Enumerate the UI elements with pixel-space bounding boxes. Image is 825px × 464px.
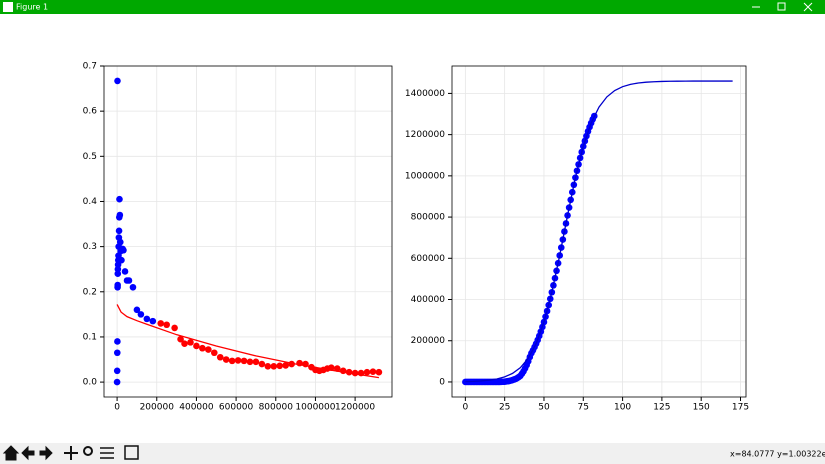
toolbar	[0, 443, 825, 464]
close-button[interactable]	[803, 2, 813, 12]
data-point	[133, 306, 141, 314]
data-point	[270, 362, 278, 370]
y-tick-label: 0	[439, 377, 445, 387]
x-tick-label: 600000	[219, 403, 254, 413]
y-tick-label: 0.7	[83, 62, 97, 72]
x-tick-label: 50	[538, 403, 550, 413]
data-point	[375, 368, 383, 376]
x-tick-label: 75	[578, 403, 589, 413]
x-tick-label: 0	[114, 403, 120, 413]
status-text: x=84.0777 y=1.00322e+06	[730, 450, 825, 459]
x-tick-label: 800000	[259, 403, 294, 413]
y-tick-label: 0.2	[83, 287, 97, 297]
y-tick-label: 400000	[411, 295, 446, 305]
data-point	[114, 77, 121, 85]
data-point	[276, 362, 284, 370]
y-tick-label: 1200000	[405, 130, 445, 140]
data-point	[114, 281, 121, 289]
data-point	[210, 349, 218, 357]
toolbar-icons	[2, 445, 139, 461]
data-point	[363, 368, 371, 376]
data-point	[369, 368, 377, 376]
data-point	[181, 340, 188, 348]
data-point	[149, 317, 157, 325]
x-tick-label: 400000	[179, 403, 214, 413]
y-tick-label: 0.0	[83, 378, 98, 388]
y-tick-label: 600000	[411, 254, 446, 264]
data-point	[163, 321, 170, 329]
data-point	[240, 357, 248, 365]
save-button[interactable]	[124, 445, 139, 460]
data-point	[177, 335, 184, 343]
data-point	[193, 342, 200, 350]
data-point	[252, 358, 260, 366]
data-point	[115, 227, 123, 235]
data-point	[216, 353, 224, 361]
x-tick-label: 1000000	[295, 403, 335, 413]
restore-button[interactable]	[777, 2, 786, 11]
data-point	[113, 378, 121, 386]
data-point	[282, 362, 289, 369]
y-tick-label: 800000	[411, 213, 446, 223]
data-point	[246, 358, 254, 366]
data-point	[114, 338, 121, 345]
window-title: Figure 1	[16, 3, 48, 12]
home-button[interactable]	[2, 445, 20, 461]
y-tick-label: 1000000	[405, 171, 445, 181]
x-tick-label: 150	[693, 403, 710, 413]
data-point	[339, 367, 347, 375]
fit-line	[465, 80, 733, 383]
y-tick-label: 0.6	[83, 107, 98, 117]
data-point	[264, 362, 272, 370]
data-point	[199, 344, 206, 352]
x-tick-label: 25	[499, 403, 510, 413]
data-point	[125, 277, 133, 284]
x-tick-label: 125	[653, 403, 670, 413]
back-button[interactable]	[21, 445, 35, 461]
x-tick-label: 0	[462, 403, 468, 413]
data-point	[137, 311, 145, 318]
y-tick-label: 0.3	[83, 242, 97, 252]
y-tick-label: 0.1	[83, 332, 97, 342]
axes-frame	[103, 65, 393, 398]
data-point	[234, 357, 242, 364]
forward-button[interactable]	[39, 445, 53, 461]
x-tick-label: 175	[732, 403, 749, 413]
x-tick-label: 100	[614, 403, 631, 413]
data-point	[258, 360, 266, 368]
x-tick-label: 1200000	[335, 403, 375, 413]
data-point	[187, 339, 194, 346]
title-bar	[0, 0, 825, 14]
data-point	[129, 283, 137, 291]
data-point	[113, 349, 121, 357]
data-point	[116, 195, 123, 203]
pan-button[interactable]	[64, 446, 78, 460]
fit-line	[116, 304, 380, 379]
data-point	[116, 238, 124, 246]
y-tick-label: 1400000	[405, 89, 445, 99]
data-point	[143, 315, 151, 323]
data-point	[228, 357, 236, 365]
data-point	[157, 320, 165, 327]
data-point	[333, 365, 341, 372]
data-point	[121, 268, 129, 275]
axes-frame	[451, 65, 747, 398]
configure-button[interactable]	[100, 447, 114, 459]
y-tick-label: 0.4	[83, 197, 98, 207]
data-point	[171, 324, 178, 332]
data-point	[222, 356, 230, 363]
data-point	[116, 211, 124, 219]
data-point	[205, 346, 212, 353]
app-icon	[3, 2, 13, 12]
data-point	[113, 367, 121, 375]
data-point	[118, 256, 125, 264]
zoom-button[interactable]	[83, 446, 93, 456]
y-tick-label: 0.5	[83, 152, 97, 162]
data-point	[120, 246, 127, 254]
x-tick-label: 200000	[140, 403, 175, 413]
y-tick-label: 200000	[411, 336, 446, 346]
